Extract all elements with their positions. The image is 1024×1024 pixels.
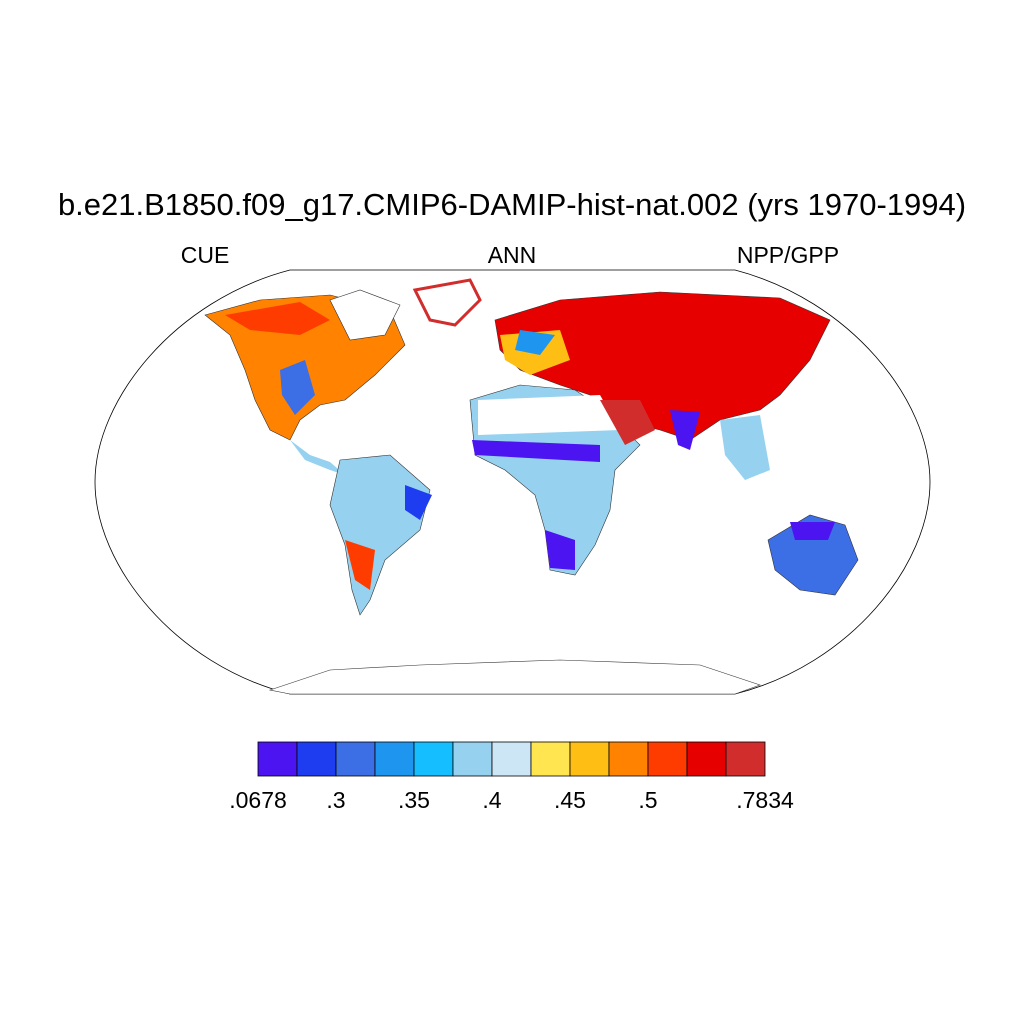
central-america xyxy=(290,440,345,475)
india xyxy=(670,410,700,450)
south-africa xyxy=(545,530,575,570)
hudson xyxy=(329,289,401,341)
colorbar-box xyxy=(374,741,415,777)
sahel xyxy=(472,440,600,462)
colorbar-box xyxy=(686,741,727,777)
colorbar-box xyxy=(608,741,649,777)
sahara xyxy=(478,395,620,435)
colorbar-box xyxy=(569,741,610,777)
colorbar-box xyxy=(257,741,298,777)
colorbar-box xyxy=(413,741,454,777)
colorbar-label: .5 xyxy=(638,787,657,813)
brazil-east xyxy=(405,485,432,520)
andes xyxy=(345,540,375,590)
australia-north xyxy=(790,522,835,540)
colorbar-box xyxy=(296,741,337,777)
southeast-asia xyxy=(720,415,770,480)
left-label: CUE xyxy=(181,242,230,268)
colorbar: .0678 .3 .35 .4 .45 .5 .7834 xyxy=(229,741,794,813)
great-plains xyxy=(280,360,315,415)
europe-blue xyxy=(515,330,555,355)
title: b.e21.B1850.f09_g17.CMIP6-DAMIP-hist-nat… xyxy=(58,187,966,222)
colorbar-label: .0678 xyxy=(229,787,287,813)
colorbar-box xyxy=(335,741,376,777)
colorbar-box xyxy=(647,741,688,777)
north-america-north xyxy=(225,302,330,335)
colorbar-label: .45 xyxy=(554,787,586,813)
antarctica xyxy=(268,659,761,695)
colorbar-label: .4 xyxy=(482,787,501,813)
colorbar-box xyxy=(530,741,571,777)
greenland xyxy=(412,278,482,327)
colorbar-label: .35 xyxy=(398,787,430,813)
colorbar-box xyxy=(725,741,766,777)
arabia xyxy=(600,400,655,445)
map xyxy=(94,269,931,695)
center-label: ANN xyxy=(488,242,537,268)
colorbar-label: .7834 xyxy=(736,787,794,813)
colorbar-box xyxy=(452,741,493,777)
right-label: NPP/GPP xyxy=(737,242,839,268)
colorbar-label: .3 xyxy=(326,787,345,813)
australia xyxy=(767,514,859,596)
colorbar-box xyxy=(491,741,532,777)
